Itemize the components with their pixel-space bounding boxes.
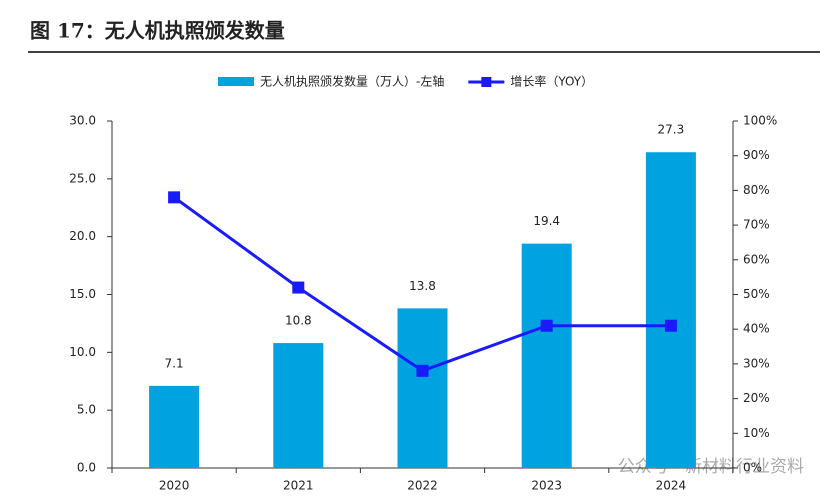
y2-tick-label: 20% bbox=[743, 391, 770, 405]
y-tick-label: 15.0 bbox=[69, 287, 96, 301]
line-marker bbox=[292, 281, 305, 294]
y-tick-label: 5.0 bbox=[77, 403, 96, 417]
line-marker bbox=[540, 319, 553, 332]
line-marker bbox=[664, 319, 677, 332]
y-tick-label: 25.0 bbox=[69, 171, 96, 185]
y2-tick-label: 0% bbox=[743, 461, 762, 475]
x-tick-label: 2022 bbox=[407, 479, 438, 493]
y2-tick-label: 100% bbox=[743, 114, 777, 128]
bar-value-label: 7.1 bbox=[165, 356, 184, 370]
y2-tick-label: 40% bbox=[743, 322, 770, 336]
bar bbox=[273, 343, 324, 468]
bar-value-label: 27.3 bbox=[658, 123, 685, 137]
y-tick-label: 0.0 bbox=[77, 461, 96, 475]
y2-tick-label: 30% bbox=[743, 356, 770, 370]
legend-label: 增长率（YOY） bbox=[510, 74, 593, 89]
x-tick-label: 2020 bbox=[159, 479, 190, 493]
legend-label: 无人机执照颁发数量（万人）-左轴 bbox=[260, 74, 444, 89]
bar-value-label: 19.4 bbox=[533, 214, 560, 228]
line-marker bbox=[168, 191, 181, 204]
legend-swatch bbox=[481, 77, 492, 87]
x-tick-label: 2021 bbox=[283, 479, 314, 493]
chart-title: 图 17：无人机执照颁发数量 bbox=[30, 19, 285, 43]
y-tick-label: 30.0 bbox=[69, 114, 96, 128]
watermark: 公众号 · 新材料行业资料 bbox=[618, 457, 804, 477]
x-tick-label: 2024 bbox=[656, 479, 687, 493]
y-tick-label: 10.0 bbox=[69, 345, 96, 359]
y2-tick-label: 80% bbox=[743, 183, 770, 197]
bar bbox=[149, 385, 200, 468]
y2-tick-label: 90% bbox=[743, 148, 770, 162]
x-tick-label: 2023 bbox=[531, 479, 562, 493]
y2-tick-label: 50% bbox=[743, 287, 770, 301]
line-marker bbox=[416, 364, 429, 377]
y2-tick-label: 10% bbox=[743, 426, 770, 440]
bar bbox=[645, 152, 696, 469]
legend-swatch bbox=[218, 77, 254, 86]
y-tick-label: 20.0 bbox=[69, 229, 96, 243]
y2-tick-label: 60% bbox=[743, 252, 770, 266]
bar-value-label: 13.8 bbox=[409, 279, 436, 293]
bar-value-label: 10.8 bbox=[285, 314, 312, 328]
bar bbox=[397, 308, 448, 468]
bar bbox=[521, 243, 572, 468]
y2-tick-label: 70% bbox=[743, 218, 770, 232]
